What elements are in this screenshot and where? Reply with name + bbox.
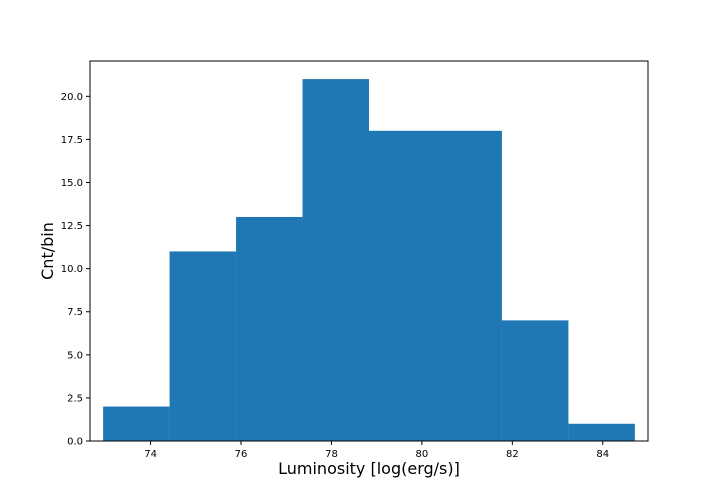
histogram-bar-0 bbox=[103, 406, 170, 441]
histogram-bar-6 bbox=[501, 320, 569, 441]
y-tick-label: 10.0 bbox=[61, 264, 83, 275]
x-tick-label: 74 bbox=[144, 449, 157, 460]
histogram-bar-7 bbox=[568, 423, 635, 441]
y-tick-label: 17.5 bbox=[61, 135, 83, 146]
x-tick-label: 76 bbox=[235, 449, 248, 460]
x-tick-label: 80 bbox=[416, 449, 429, 460]
x-axis-ticks: 74 76 78 80 82 84 bbox=[144, 441, 609, 460]
histogram-bar-5 bbox=[435, 130, 502, 442]
x-tick-label: 84 bbox=[596, 449, 609, 460]
x-tick-label: 82 bbox=[506, 449, 519, 460]
x-axis-label: Luminosity [log(erg/s)] bbox=[278, 459, 460, 478]
plot-frame bbox=[89, 60, 649, 442]
y-tick-label: 20.0 bbox=[61, 92, 83, 103]
histogram-bars bbox=[103, 79, 635, 442]
y-tick-label: 0.0 bbox=[67, 437, 83, 448]
y-tick-label: 2.5 bbox=[67, 393, 83, 404]
histogram-bar-3 bbox=[302, 79, 369, 441]
y-tick-label: 15.0 bbox=[61, 178, 83, 189]
histogram-bar-2 bbox=[236, 216, 303, 441]
y-tick-label: 12.5 bbox=[61, 221, 83, 232]
x-tick-label: 78 bbox=[325, 449, 338, 460]
y-tick-label: 5.0 bbox=[67, 350, 83, 361]
histogram-bar-4 bbox=[369, 130, 436, 442]
y-tick-label: 7.5 bbox=[67, 307, 83, 318]
histogram-bar-1 bbox=[169, 251, 237, 441]
y-axis-ticks: 0.0 2.5 5.0 7.5 10.0 12.5 15.0 17.5 20.0 bbox=[61, 92, 90, 448]
y-axis-label: Cnt/bin bbox=[38, 222, 57, 280]
